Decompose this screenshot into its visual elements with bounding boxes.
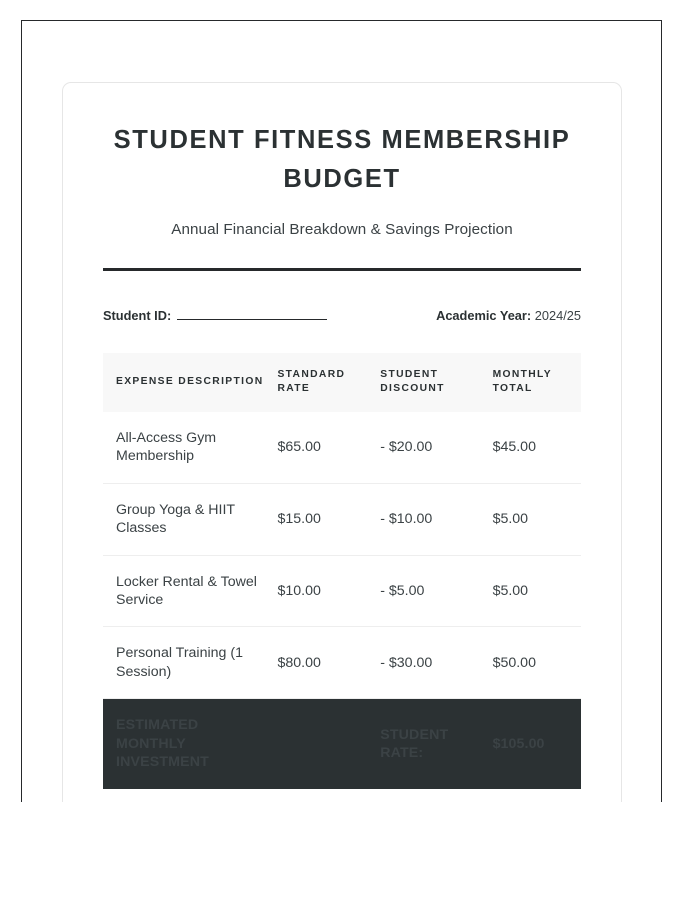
cell-description: Group Yoga & HIIT Classes [103,482,278,556]
total-amount: $105.00 [492,698,581,789]
cell-monthly-total: $5.00 [492,482,581,556]
student-id-label: Student ID: [103,307,172,323]
academic-year-label: Academic Year: [436,307,532,323]
cell-monthly-total: $45.00 [492,438,536,455]
cell-description: All-Access Gym Membership [116,429,217,465]
cell-student-discount: - $10.00 [380,482,493,556]
table-header: EXPENSE DESCRIPTION STANDARD RATE STUDEN… [103,352,581,412]
cell-description: Locker Rental & Towel Service [103,554,278,627]
table-row: Locker Rental & Towel Service $10.00 - $… [103,554,581,627]
table-total-row: ESTIMATED MONTHLY INVESTMENT STUDENT RAT… [103,698,581,789]
meta-row: Student ID: Academic Year: 2024/25 [103,307,581,323]
cell-standard-rate: $10.00 [277,554,381,627]
cell-student-discount: - $20.00 [380,438,433,455]
column-header-standard-rate: STANDARD RATE [277,352,381,412]
cell-monthly-total: $5.00 [492,554,581,627]
cell-monthly-total: $50.00 [492,626,581,699]
academic-year-group: Academic Year: 2024/25 [436,308,581,323]
total-label: ESTIMATED MONTHLY INVESTMENT [103,698,278,789]
cell-standard-rate: $65.00 [277,438,321,455]
cell-standard-rate: $15.00 [277,482,381,556]
budget-table: EXPENSE DESCRIPTION STANDARD RATE STUDEN… [103,352,581,789]
cell-description: Personal Training (1 Session) [103,626,278,699]
student-id-input[interactable] [177,307,328,320]
table-row: All-Access Gym Membership $65.00 - $20.0… [103,412,581,483]
cell-standard-rate: $80.00 [277,626,381,699]
card-content: STUDENT FITNESS MEMBERSHIP BUDGET Annual… [63,83,621,802]
column-header-description: EXPENSE DESCRIPTION [103,352,278,412]
total-rate-label: STUDENT RATE: [380,698,493,789]
column-header-student-discount: STUDENT DISCOUNT [380,352,493,412]
academic-year-value: 2024/25 [534,307,581,323]
page-title: STUDENT FITNESS MEMBERSHIP BUDGET [113,126,571,193]
page-subtitle: Annual Financial Breakdown & Savings Pro… [171,220,513,238]
table-row: Group Yoga & HIIT Classes $15.00 - $10.0… [103,482,581,556]
cell-student-discount: - $5.00 [380,554,493,627]
table-row: Personal Training (1 Session) $80.00 - $… [103,626,581,699]
student-id-group: Student ID: [103,307,328,323]
column-header-monthly-total: MONTHLY TOTAL [492,352,581,412]
document-frame: STUDENT FITNESS MEMBERSHIP BUDGET Annual… [21,20,662,802]
table-body: All-Access Gym Membership $65.00 - $20.0… [103,412,581,789]
title-divider [103,267,581,271]
total-spacer [277,698,381,789]
cell-student-discount: - $30.00 [380,626,493,699]
table-header-row: EXPENSE DESCRIPTION STANDARD RATE STUDEN… [103,352,581,412]
budget-document-card: STUDENT FITNESS MEMBERSHIP BUDGET Annual… [62,82,622,802]
